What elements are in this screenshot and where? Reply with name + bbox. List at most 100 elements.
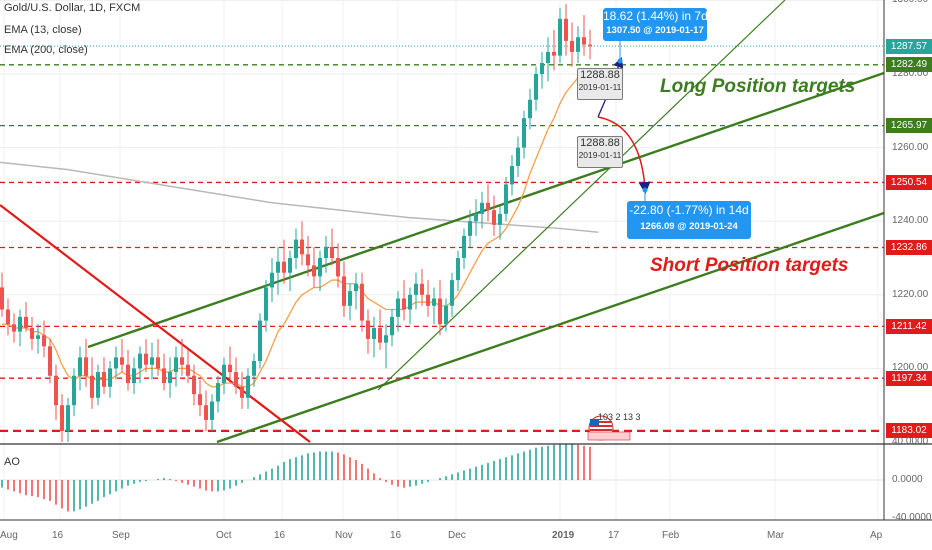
candle [264,280,268,332]
candle-body [366,320,370,339]
candle-body [588,44,592,47]
price-tick-label: 1300.00 [892,0,928,5]
long-channel-lower [216,211,885,444]
candle [546,37,550,82]
candle-body [204,405,208,420]
price-box-lower[interactable]: 1288.88 2019-01-11 [577,136,623,168]
candle-body [534,74,538,100]
candle-body [504,184,508,214]
candle-body [498,213,502,225]
candle [96,364,100,406]
candle-body [342,276,346,306]
price-tag: 1183.02 [886,423,932,439]
candle-body [378,327,382,343]
candle-body [444,305,448,325]
candle-body [432,298,436,306]
time-tick-label: Ap [870,530,883,541]
candle-body [330,246,334,258]
candle [486,184,490,222]
candle-body [252,361,256,376]
candle [378,309,382,350]
candle-body [570,40,574,52]
candle [390,309,394,347]
ema200-legend: EMA (200, close) [4,44,88,56]
candle-body [222,364,226,384]
candle-body [114,357,118,369]
candle-body [54,375,58,406]
candle [372,316,376,358]
candle [174,346,178,387]
candle-body [102,372,106,387]
time-tick-label: 16 [52,530,64,541]
price-tag: 1250.54 [886,174,932,190]
time-tick-label: 17 [608,530,620,541]
ema200-line [0,161,599,233]
candle [240,372,244,409]
candle [504,177,508,222]
candle [396,291,400,332]
candle [204,390,208,431]
price-tick-label: 1260.00 [892,141,929,153]
long-measure-main: 18.62 (1.44%) in 7d [603,9,708,23]
candle-body [126,364,130,384]
candle [432,287,436,325]
candle [456,250,460,292]
candle-body [186,364,190,376]
candle-body [264,287,268,321]
price-box-upper-date: 2019-01-11 [578,82,622,92]
chart-title: Gold/U.S. Dollar, 1D, FXCM [4,2,141,14]
candle-body [546,51,550,63]
candle [150,342,154,380]
candle [48,338,52,384]
candle-body [138,353,142,369]
candle-body [564,18,568,41]
candle-body [288,258,292,273]
flag-stripe [590,429,612,431]
candle-body [24,316,28,328]
candle [102,357,106,395]
candle [330,228,334,266]
candle-body [30,327,34,339]
ao-tick-label: 0.0000 [892,474,923,485]
candle-body [558,18,562,56]
candle [210,394,214,431]
candle [444,298,448,332]
candle-body [450,280,454,306]
candle-body [462,235,466,258]
long-measure-callout[interactable]: 18.62 (1.44%) in 7d 1307.50 @ 2019-01-17 [603,8,708,41]
candle [492,195,496,236]
candle-body [96,372,100,398]
candle-body [150,357,154,365]
price-box-upper[interactable]: 1288.88 2019-01-11 [577,68,623,100]
event-badge[interactable]: 103 2 13 3 [587,412,641,441]
candle [54,364,58,420]
candle-body [414,283,418,295]
short-measure-callout[interactable]: -22.80 (-1.77%) in 14d 1266.09 @ 2019-01… [627,201,751,239]
candle [6,298,10,336]
candle [78,346,82,391]
candle-body [336,258,340,277]
candle-body [48,346,52,376]
candle [30,316,34,350]
candle [282,239,286,284]
candle-body [438,298,442,325]
candle [300,221,304,266]
price-tag: 1211.42 [886,318,932,334]
candle-body [354,283,358,292]
candle-body [312,265,316,277]
candle [384,324,388,369]
candle-body [474,213,478,222]
short-measure-arrow [597,116,651,194]
candle [528,88,532,130]
candle-body [324,246,328,258]
time-tick-label: Aug [0,530,18,541]
candle-body [294,239,298,258]
thin-trend-line [377,0,786,391]
candle [336,243,340,288]
candle [498,206,502,240]
ao-tick-label: -40.0000 [892,512,932,523]
candle [438,280,442,336]
candle-body [282,261,286,273]
candle [474,199,478,236]
